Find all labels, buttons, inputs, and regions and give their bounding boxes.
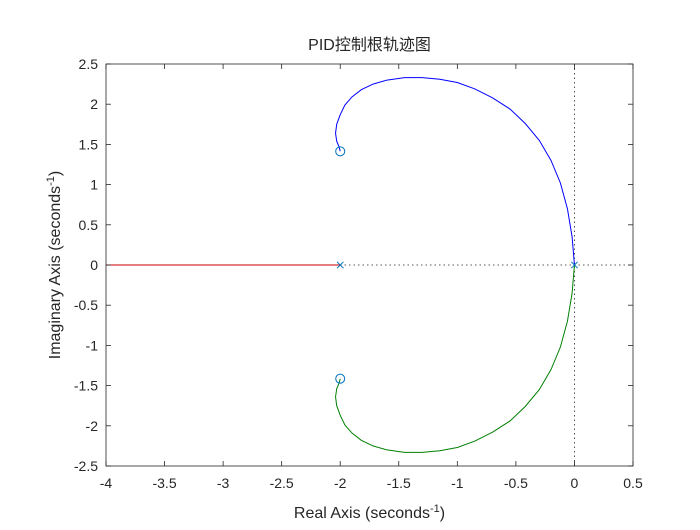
x-axis-title: Real Axis (seconds-1) [294,503,445,522]
y-axis-title: Imaginary Axis (seconds-1) [45,171,64,360]
y-tick-label: -1 [86,337,99,353]
x-tick-label: -3.5 [152,475,176,491]
x-tick-label: -2 [334,475,347,491]
pole-marker-2 [336,261,344,269]
y-axis-title-exponent: -1 [45,176,57,186]
x-axis: -4 -3.5 -3 -2.5 -2 -1.5 -1 -0.5 0 0.5 [100,64,643,491]
pole-marker-1 [570,261,578,269]
series-layer [106,77,575,453]
y-tick-label: 1 [90,177,98,193]
x-axis-title-exponent: -1 [430,503,440,515]
x-tick-label: -2.5 [270,475,294,491]
y-tick-label: -1.5 [74,378,98,394]
y-axis-title-text: Imaginary Axis (seconds [47,186,64,359]
y-tick-label: 0 [90,257,98,273]
y-tick-label: 2.5 [79,56,99,72]
zero-marker-2 [335,373,346,384]
pole-marker-stroke [336,261,344,269]
y-axis-title-close: ) [47,171,64,176]
x-tick-label: -1 [451,475,464,491]
zero-marker-1 [335,146,346,157]
y-tick-label: 1.5 [79,136,99,152]
x-tick-label: -0.5 [504,475,528,491]
x-tick-label: -4 [100,475,113,491]
x-axis-title-text: Real Axis (seconds [294,505,430,522]
x-tick-label: -3 [217,475,230,491]
y-tick-label: -2 [86,418,99,434]
x-tick-label: 0 [571,475,579,491]
marker-layer [335,146,578,384]
y-tick-label: -0.5 [74,297,98,313]
locus-branch-1 [335,77,575,266]
y-axis: -2.5 -2 -1.5 -1 -0.5 0 0.5 1 1.5 2 2.5 [74,56,633,474]
y-tick-label: -2.5 [74,458,98,474]
pole-marker-stroke [570,261,578,269]
chart-title: PID控制根轨迹图 [308,36,431,54]
locus-branch-2 [335,264,575,453]
x-tick-label: 0.5 [623,475,643,491]
x-tick-label: -1.5 [387,475,411,491]
y-tick-label: 0.5 [79,217,99,233]
x-axis-title-close: ) [440,505,445,522]
y-tick-label: 2 [90,96,98,112]
